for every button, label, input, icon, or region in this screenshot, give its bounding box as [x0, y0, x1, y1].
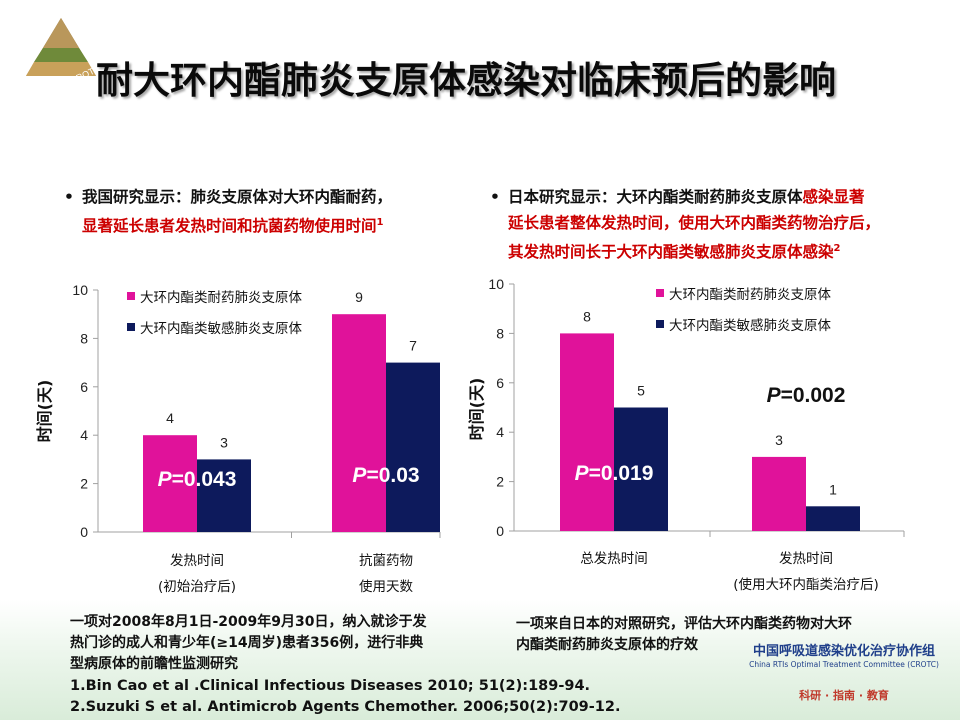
p-value: =0.002 [781, 384, 846, 407]
y-tick-label: 8 [496, 325, 504, 341]
category-sublabel: 使用天数 [359, 578, 413, 595]
y-tick-label: 6 [496, 375, 504, 391]
bar [143, 435, 197, 532]
bar [752, 456, 806, 531]
bar [332, 314, 386, 532]
y-tick-label: 10 [488, 276, 504, 292]
right-desc-segment: 日本研究显示：大环内酯类耐药肺炎支原体 [508, 188, 803, 206]
organization-block: 中国呼吸道感染优化治疗协作组 China RTIs Optimal Treatm… [744, 640, 944, 703]
category-label: 发热时间 [170, 553, 224, 569]
right-desc-segment: 感染显著 [802, 188, 865, 206]
category-label: 总发热时间 [580, 551, 648, 567]
bar [560, 333, 614, 531]
references: 1.Bin Cao et al .Clinical Infectious Dis… [70, 676, 620, 718]
bar [197, 459, 251, 532]
bar [386, 362, 440, 532]
p-value-label: P=0.002 [767, 384, 846, 407]
left-note-line: 一项对2008年8月1日-2009年9月30日，纳入就诊于发 [70, 614, 427, 630]
legend-label: 大环内酯类敏感肺炎支原体 [140, 320, 302, 337]
right-description: • 日本研究显示：大环内酯类耐药肺炎支原体感染显著 延长患者整体发热时间，使用大环… [490, 184, 948, 265]
right-desc-line: 其发热时间长于大环内酯类敏感肺炎支原体感染2 [508, 236, 948, 265]
legend-swatch [127, 323, 135, 331]
reference-item: 2.Suzuki S et al. Antimicrob Agents Chem… [70, 699, 621, 715]
y-tick-label: 4 [80, 427, 88, 443]
data-label: 4 [166, 410, 174, 426]
left-note: 一项对2008年8月1日-2009年9月30日，纳入就诊于发 热门诊的成人和青少… [70, 612, 490, 675]
org-name-en: China RTIs Optimal Treatment Committee (… [749, 660, 939, 669]
legend-label: 大环内酯类敏感肺炎支原体 [669, 317, 831, 334]
y-axis-label: 时间(天) [467, 378, 486, 441]
data-label: 9 [355, 289, 363, 305]
y-tick-label: 0 [80, 524, 88, 540]
p-symbol: P [575, 462, 590, 485]
left-desc-black: 我国研究显示：肺炎支原体对大环内酯耐药， [82, 188, 393, 206]
data-label: 3 [775, 432, 783, 448]
right-desc-segment: 其发热时间长于大环内酯类敏感肺炎支原体感染 [508, 243, 834, 262]
y-tick-label: 10 [72, 282, 88, 298]
y-tick-label: 2 [80, 476, 88, 492]
right-note-line: 内酯类耐药肺炎支原体的疗效 [516, 637, 698, 653]
page-title: 耐大环内酯肺炎支原体感染对临床预后的影响 [96, 59, 836, 102]
legend-swatch [656, 289, 664, 297]
category-label: 抗菌药物 [359, 553, 413, 569]
category-sublabel: (初始治疗后) [158, 578, 236, 595]
data-label: 8 [583, 308, 591, 324]
org-tagline: 科研 · 指南 · 教育 [799, 689, 889, 702]
data-label: 1 [829, 481, 837, 497]
org-name-cn: 中国呼吸道感染优化治疗协作组 [752, 644, 935, 659]
right-note: 一项来自日本的对照研究，评估大环内酯类药物对大环 内酯类耐药肺炎支原体的疗效 [516, 614, 916, 656]
data-label: 5 [637, 383, 645, 399]
y-tick-label: 0 [496, 523, 504, 539]
legend-label: 大环内酯类耐药肺炎支原体 [140, 290, 302, 306]
p-value: =0.019 [589, 462, 654, 485]
p-symbol: P [352, 464, 367, 487]
data-label: 7 [409, 338, 417, 354]
reference-item: 1.Bin Cao et al .Clinical Infectious Dis… [70, 678, 591, 694]
bar [806, 506, 860, 531]
category-sublabel: (使用大环内酯类治疗后) [733, 576, 879, 593]
y-tick-label: 6 [80, 379, 88, 395]
legend-label: 大环内酯类耐药肺炎支原体 [669, 287, 831, 303]
left-note-line: 热门诊的成人和青少年(≥14周岁)患者356例，进行非典 [70, 635, 424, 651]
p-value-label: P=0.03 [352, 464, 419, 487]
left-desc-red: 显著延长患者发热时间和抗菌药物使用时间 [82, 217, 377, 236]
left-description: • 我国研究显示：肺炎支原体对大环内酯耐药， 显著延长患者发热时间和抗菌药物使用… [64, 188, 393, 236]
right-desc-segment: 延长患者整体发热时间，使用大环内酯类药物治疗后， [508, 214, 881, 232]
y-tick-label: 8 [80, 330, 88, 346]
y-axis-label: 时间(天) [35, 380, 54, 443]
p-value: =0.03 [366, 464, 419, 487]
right-note-line: 一项来自日本的对照研究，评估大环内酯类药物对大环 [516, 616, 852, 632]
right-desc-line: 日本研究显示：大环内酯类耐药肺炎支原体感染显著 [508, 184, 948, 210]
data-label: 3 [220, 434, 228, 450]
p-symbol: P [158, 468, 173, 491]
legend-swatch [127, 292, 135, 300]
legend-swatch [656, 320, 664, 328]
p-value-label: P=0.043 [158, 468, 237, 491]
crotc-logo: CROTC [26, 18, 102, 86]
y-tick-label: 4 [496, 424, 504, 440]
right-desc-sup: 2 [833, 243, 841, 254]
right-desc-line: 延长患者整体发热时间，使用大环内酯类药物治疗后， [508, 210, 948, 236]
p-value: =0.043 [172, 468, 237, 491]
category-label: 发热时间 [779, 551, 833, 567]
y-tick-label: 2 [496, 474, 504, 490]
footer-band [0, 600, 960, 720]
left-desc-sup: 1 [376, 217, 384, 228]
p-symbol: P [767, 384, 782, 407]
left-note-line: 型病原体的前瞻性监测研究 [70, 656, 238, 672]
p-value-label: P=0.019 [575, 462, 654, 485]
bar [614, 407, 668, 531]
